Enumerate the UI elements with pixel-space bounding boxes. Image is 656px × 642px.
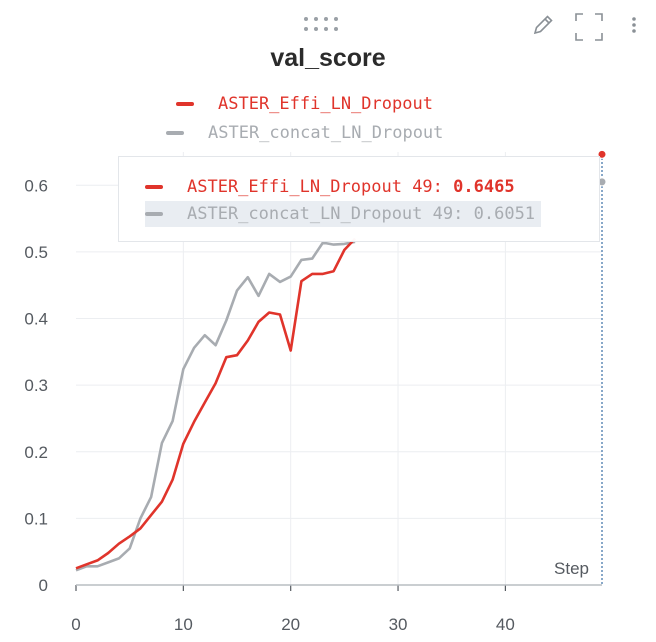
x-tick-label: 40 bbox=[496, 615, 515, 634]
tooltip: ASTER_Effi_LN_Dropout 49: 0.6465 ASTER_c… bbox=[118, 156, 600, 242]
legend-item-effi[interactable]: ASTER_Effi_LN_Dropout bbox=[176, 92, 433, 116]
chart-title: val_score bbox=[270, 44, 386, 72]
y-tick-label: 0 bbox=[39, 576, 48, 595]
tooltip-value-concat: 0.6051 bbox=[473, 204, 536, 224]
hover-marker bbox=[597, 149, 607, 585]
x-axis-label: Step bbox=[554, 559, 589, 578]
tooltip-row-concat: ASTER_concat_LN_Dropout 49: 0.6051 bbox=[145, 201, 542, 227]
panel-toolbar bbox=[0, 8, 656, 41]
tooltip-step-effi: 49: bbox=[412, 177, 443, 197]
pencil-icon[interactable] bbox=[530, 12, 556, 38]
tooltip-series-concat: ASTER_concat_LN_Dropout bbox=[187, 204, 423, 224]
legend-label-effi: ASTER_Effi_LN_Dropout bbox=[218, 94, 433, 114]
legend-swatch-concat bbox=[166, 131, 184, 135]
y-tick-label: 0.4 bbox=[24, 310, 48, 329]
tooltip-value-effi: 0.6465 bbox=[453, 177, 515, 197]
tooltip-swatch-effi bbox=[145, 185, 163, 189]
tooltip-step-concat: 49: bbox=[432, 204, 464, 224]
y-tick-label: 0.5 bbox=[24, 243, 48, 262]
series-line-effi[interactable] bbox=[75, 237, 357, 570]
y-tick-label: 0.6 bbox=[24, 176, 48, 195]
drag-dots-icon[interactable] bbox=[300, 14, 348, 34]
y-tick-label: 0.2 bbox=[24, 443, 48, 462]
tooltip-row-effi: ASTER_Effi_LN_Dropout 49: 0.6465 bbox=[145, 174, 515, 200]
legend-swatch-effi bbox=[176, 102, 194, 106]
tooltip-swatch-concat bbox=[145, 212, 163, 216]
y-tick-label: 0.1 bbox=[24, 509, 48, 528]
legend-item-concat[interactable]: ASTER_concat_LN_Dropout bbox=[166, 121, 443, 145]
kebab-menu-icon[interactable] bbox=[626, 12, 642, 38]
y-tick-label: 0.3 bbox=[24, 376, 48, 395]
series-lines bbox=[75, 237, 357, 572]
x-tick-label: 0 bbox=[71, 615, 80, 634]
axes: 0 0.1 0.2 0.3 0.4 0.5 0.6 0 10 20 30 40 bbox=[24, 176, 602, 634]
legend-label-concat: ASTER_concat_LN_Dropout bbox=[208, 123, 444, 143]
tooltip-series-effi: ASTER_Effi_LN_Dropout bbox=[187, 177, 402, 197]
series-line-concat[interactable] bbox=[75, 240, 356, 572]
x-tick-label: 30 bbox=[389, 615, 408, 634]
x-tick-label: 10 bbox=[174, 615, 193, 634]
x-tick-label: 20 bbox=[281, 615, 300, 634]
hover-point-effi bbox=[597, 149, 607, 159]
fullscreen-icon[interactable] bbox=[574, 12, 603, 41]
